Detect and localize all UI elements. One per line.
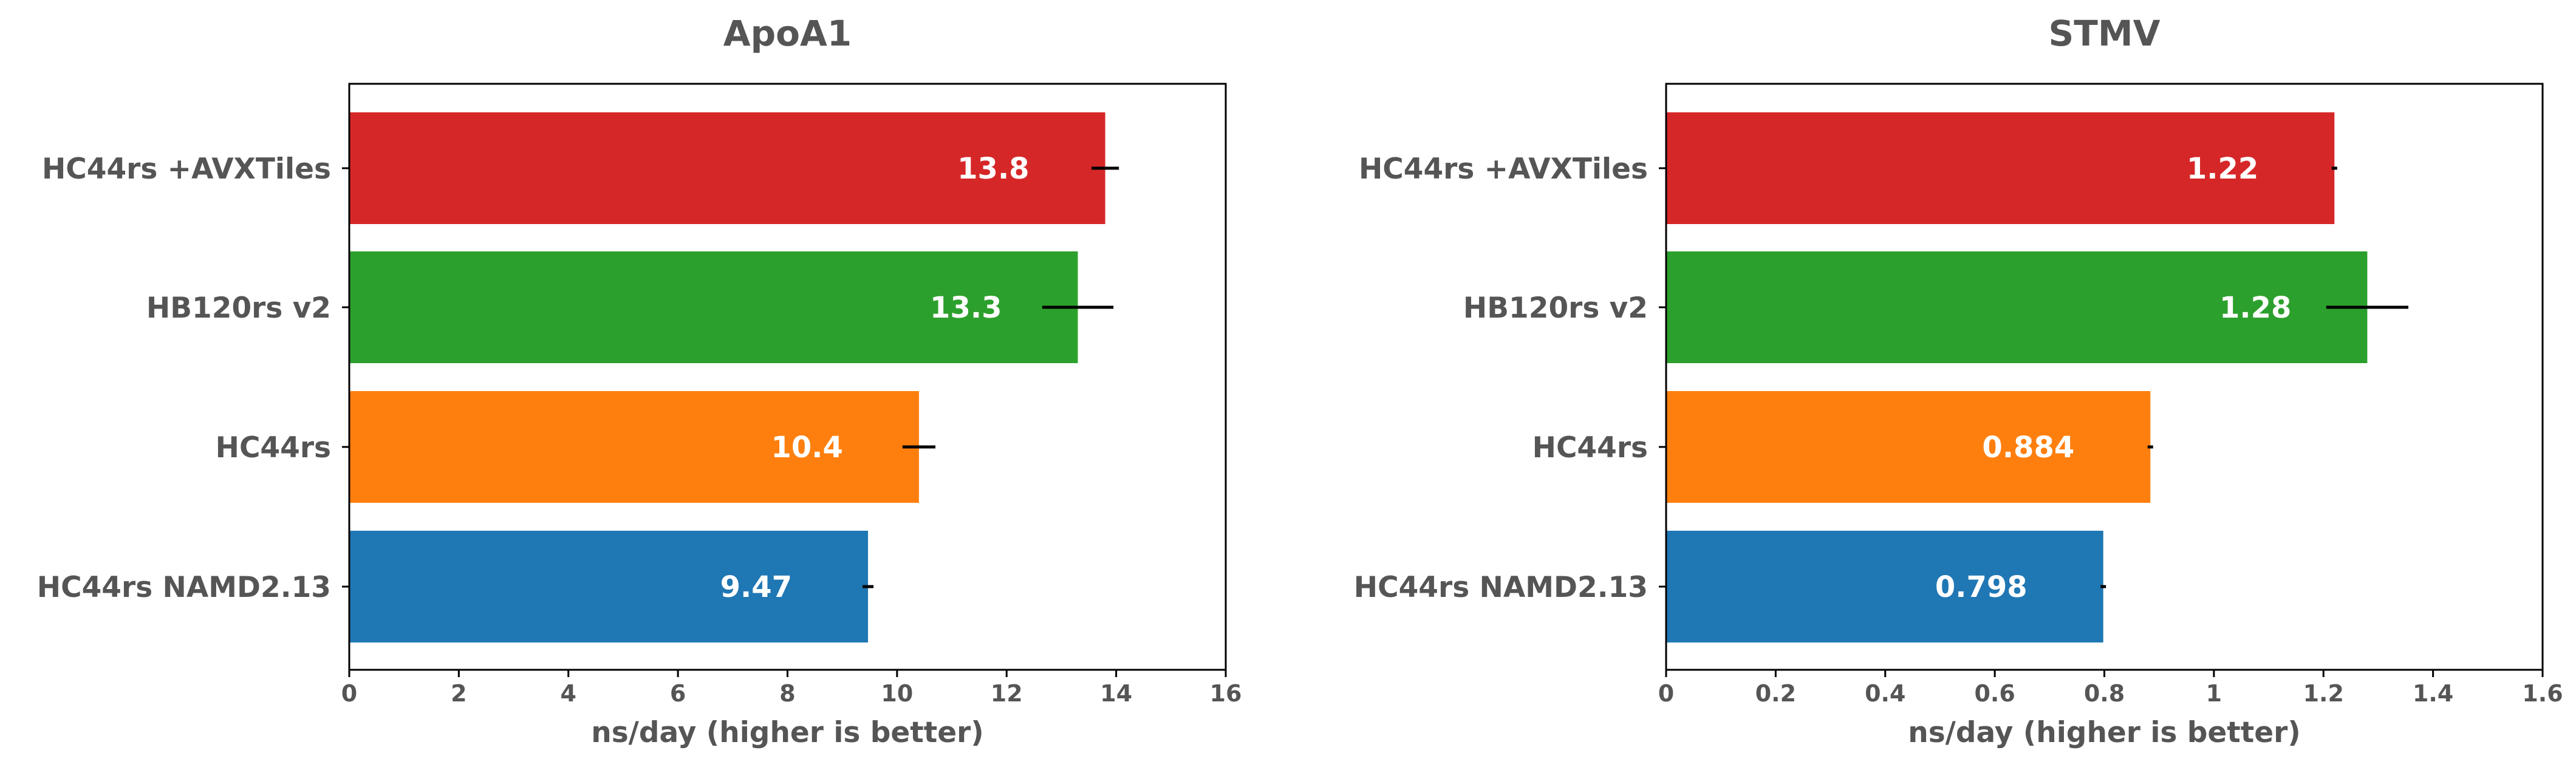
bar-value-label: 1.28 — [2219, 291, 2291, 325]
x-tick-label: 1.2 — [2303, 680, 2344, 707]
bar-value-label: 10.4 — [771, 431, 843, 465]
bar — [1666, 112, 2335, 224]
bar-value-label: 1.22 — [2187, 152, 2258, 186]
x-tick-label: 0.8 — [2084, 680, 2125, 707]
category-label: HC44rs +AVXTiles — [42, 152, 331, 186]
bar-value-label: 0.798 — [1935, 570, 2028, 604]
bar — [1666, 251, 2368, 363]
x-tick-label: 0 — [1658, 680, 1674, 707]
bar — [1666, 531, 2103, 642]
category-label: HC44rs NAMD2.13 — [1354, 571, 1648, 604]
x-tick-label: 1.4 — [2413, 680, 2453, 707]
category-label: HC44rs — [216, 431, 331, 465]
category-label: HC44rs — [1532, 431, 1648, 465]
x-tick-label: 6 — [670, 680, 686, 707]
bar — [349, 251, 1078, 363]
bar — [1666, 391, 2151, 503]
x-tick-label: 2 — [451, 680, 466, 707]
x-tick-label: 10 — [881, 680, 913, 707]
x-tick-label: 0 — [341, 680, 357, 707]
x-tick-label: 0.2 — [1755, 680, 1796, 707]
chart-title: STMV — [2049, 13, 2161, 54]
bar — [349, 391, 919, 503]
category-label: HB120rs v2 — [1463, 291, 1648, 325]
x-tick-label: 14 — [1100, 680, 1132, 707]
chart-stmv: STMV 1.22 HC44rs +AVXTiles 1.28 HB120rs v2 0.… — [1354, 13, 2563, 749]
x-tick-label: 0.4 — [1865, 680, 1905, 707]
bar — [349, 531, 869, 642]
category-label: HC44rs NAMD2.13 — [37, 571, 331, 604]
bar — [349, 112, 1105, 224]
category-label: HB120rs v2 — [146, 291, 331, 325]
chart-title: ApoA1 — [723, 13, 852, 54]
x-axis-label: ns/day (higher is better) — [1908, 716, 2301, 749]
chart-apoa1: ApoA1 13.8 HC44rs +AVXTiles 13.3 HB120rs v2 1… — [37, 13, 1242, 749]
x-tick-label: 1.6 — [2522, 680, 2563, 707]
x-tick-label: 1 — [2206, 680, 2222, 707]
x-axis-label: ns/day (higher is better) — [591, 716, 984, 749]
bar-value-label: 13.3 — [930, 291, 1002, 325]
bar-value-label: 13.8 — [957, 152, 1029, 186]
x-tick-label: 4 — [561, 680, 576, 707]
category-label: HC44rs +AVXTiles — [1359, 152, 1648, 186]
x-tick-label: 12 — [991, 680, 1023, 707]
x-tick-label: 16 — [1210, 680, 1242, 707]
x-tick-label: 8 — [779, 680, 795, 707]
x-tick-label: 0.6 — [1974, 680, 2015, 707]
bar-value-label: 9.47 — [720, 570, 792, 604]
bar-value-label: 0.884 — [1982, 431, 2074, 465]
